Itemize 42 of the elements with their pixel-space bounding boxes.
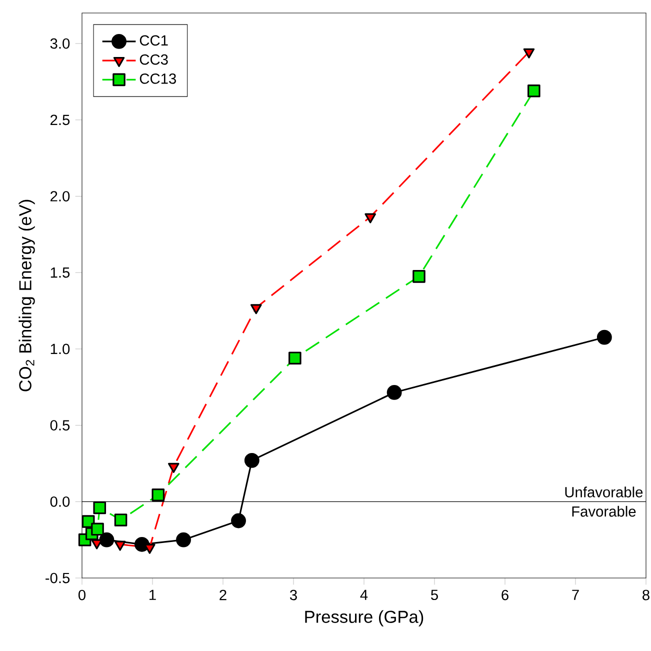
y-tick-label: 1.5 [50,267,70,278]
point [250,304,262,314]
x-tick-label: 8 [642,590,650,600]
annotation: Favorable [572,506,636,517]
point [596,330,612,345]
x-tick-label: 0 [78,590,86,600]
point [168,462,180,473]
x-tick-label: 3 [290,590,297,600]
y-tick-label: 1.0 [50,344,70,354]
point [93,501,106,514]
x-tick-label: 6 [502,590,508,600]
y-tick-label: -0.5 [46,572,70,584]
point [528,84,540,98]
legend-label: CC13 [140,73,176,84]
x-axis-title: Pressure (GPa) [305,610,424,626]
annotation: Unfavorable [565,486,643,498]
y-axis-title: CO$_{2}$ Binding Energy (eV) [18,200,35,392]
legend-label: CC1 [140,35,168,46]
point [231,513,246,528]
point [99,532,114,548]
y-tick-label: 2.5 [50,114,70,126]
x-tick-label: 5 [431,590,438,600]
point [412,270,426,283]
point [152,488,165,502]
y-tick-label: 2.0 [50,191,70,202]
point [114,540,126,551]
y-tick-label: 3.0 [50,38,70,49]
point [364,213,376,224]
x-tick-label: 7 [572,590,579,600]
y-tick-label: 0.5 [50,420,70,430]
point [176,532,191,548]
point [386,385,402,400]
point [288,352,302,365]
point [91,522,104,536]
y-tick-label: 0.0 [50,496,70,507]
x-tick-label: 2 [220,590,226,600]
x-tick-label: 4 [360,590,368,600]
point [114,514,128,526]
point [244,452,260,468]
legend-label: CC3 [140,54,168,65]
x-tick-label: 1 [150,590,156,600]
point [523,48,535,58]
